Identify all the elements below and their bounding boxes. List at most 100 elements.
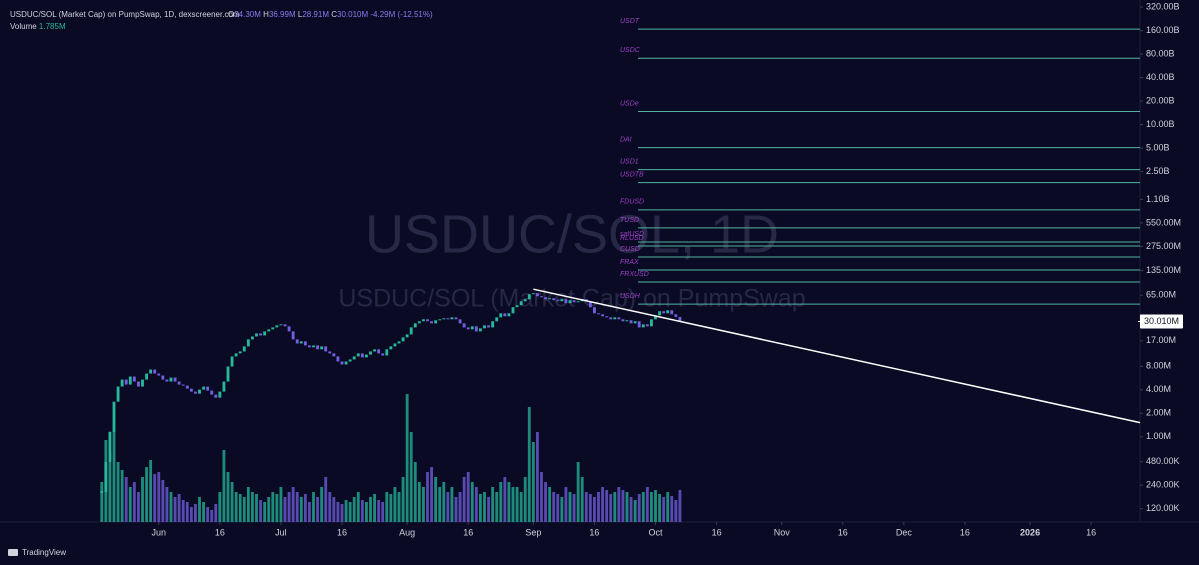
- volume-bar: [434, 477, 438, 522]
- volume-bar: [552, 492, 556, 522]
- volume-bar: [222, 450, 226, 522]
- volume-bar: [491, 487, 495, 522]
- candle: [202, 386, 205, 390]
- volume-bar: [633, 499, 637, 522]
- candle: [173, 377, 177, 382]
- y-tick-label: 40.00B: [1146, 72, 1175, 82]
- volume-bar: [316, 497, 319, 522]
- candle: [483, 325, 486, 329]
- volume-bar: [348, 502, 352, 522]
- level-label: CUSD: [620, 246, 640, 253]
- candle: [246, 339, 250, 347]
- volume-bar: [666, 492, 670, 522]
- candle: [251, 336, 254, 340]
- candle: [650, 319, 653, 327]
- volume-bar: [670, 496, 674, 522]
- candle: [401, 337, 405, 342]
- candle: [226, 366, 230, 382]
- y-tick-label: 80.00B: [1146, 48, 1175, 58]
- ohlc-key: H: [263, 10, 269, 19]
- x-tick-label: Nov: [774, 527, 791, 537]
- candle: [308, 345, 311, 348]
- volume-bar: [291, 487, 295, 522]
- candle: [540, 296, 543, 298]
- trend-line: [533, 288, 1141, 424]
- candle: [352, 356, 356, 360]
- x-tick-label: Jun: [152, 527, 167, 537]
- volume-bar: [120, 470, 124, 522]
- volume-bar: [531, 442, 535, 522]
- candle: [474, 326, 478, 332]
- y-tick-label: 480.00K: [1146, 456, 1180, 466]
- candle: [556, 300, 560, 302]
- volume-bar: [597, 492, 600, 522]
- volume-bar: [267, 497, 271, 522]
- volume-bar: [161, 480, 165, 522]
- volume-bar: [625, 492, 629, 522]
- candle: [617, 317, 621, 320]
- candle: [629, 320, 633, 324]
- volume-bar: [198, 497, 201, 522]
- candle: [198, 389, 201, 394]
- volume-bar: [474, 487, 478, 522]
- level-label: USDT: [620, 18, 640, 25]
- volume-bar: [487, 497, 490, 522]
- volume-bar: [169, 492, 173, 522]
- candle: [678, 316, 682, 322]
- candle: [658, 311, 661, 316]
- candle: [242, 346, 246, 352]
- candle: [348, 359, 352, 362]
- candle: [137, 381, 140, 387]
- candle: [458, 319, 462, 324]
- candle: [544, 297, 547, 300]
- last-price-label: 30.010M: [1144, 316, 1179, 326]
- volume-bar: [365, 502, 368, 522]
- candle: [263, 331, 267, 336]
- candle: [230, 356, 234, 367]
- volume-bar: [328, 492, 332, 522]
- volume-bar: [377, 499, 381, 522]
- candle: [255, 333, 258, 337]
- candle: [572, 300, 576, 303]
- candle: [654, 315, 657, 320]
- candle: [340, 361, 344, 365]
- volume-bar: [462, 477, 466, 522]
- candle: [189, 388, 193, 392]
- candle: [666, 310, 670, 314]
- ohlc-change: -4.29M (-12.51%): [370, 10, 433, 19]
- volume-bar: [650, 492, 653, 522]
- volume-bar: [442, 482, 446, 522]
- y-tick-label: 2.50B: [1146, 166, 1170, 176]
- candle: [234, 353, 238, 357]
- volume-bar: [507, 482, 511, 522]
- volume-bar: [536, 432, 539, 522]
- volume-bar: [271, 492, 275, 522]
- volume-bar: [303, 494, 307, 522]
- x-tick-label: 16: [215, 527, 225, 537]
- candle: [527, 294, 531, 300]
- volume-bar: [194, 504, 197, 522]
- candle: [112, 401, 116, 432]
- volume-bar: [381, 502, 385, 522]
- candle: [324, 346, 328, 352]
- candle: [454, 317, 458, 320]
- volume-bar: [238, 494, 242, 522]
- candle: [141, 379, 144, 387]
- candle: [299, 341, 303, 344]
- volume-bar: [385, 492, 389, 522]
- x-tick-label: 2026: [1020, 527, 1040, 537]
- volume-bar: [519, 492, 523, 522]
- volume-bar: [662, 497, 666, 522]
- volume-bar: [332, 497, 336, 522]
- x-tick-label: Jul: [275, 527, 287, 537]
- candle: [413, 323, 417, 328]
- y-tick-label: 17.00M: [1146, 335, 1176, 345]
- volume-bar: [206, 507, 210, 522]
- volume-bar: [336, 502, 340, 522]
- volume-bar: [568, 492, 572, 522]
- ohlc-key: L: [298, 10, 303, 19]
- volume-bar: [601, 487, 604, 522]
- candle: [641, 324, 645, 328]
- volume-bar: [422, 487, 425, 522]
- candle: [430, 321, 433, 324]
